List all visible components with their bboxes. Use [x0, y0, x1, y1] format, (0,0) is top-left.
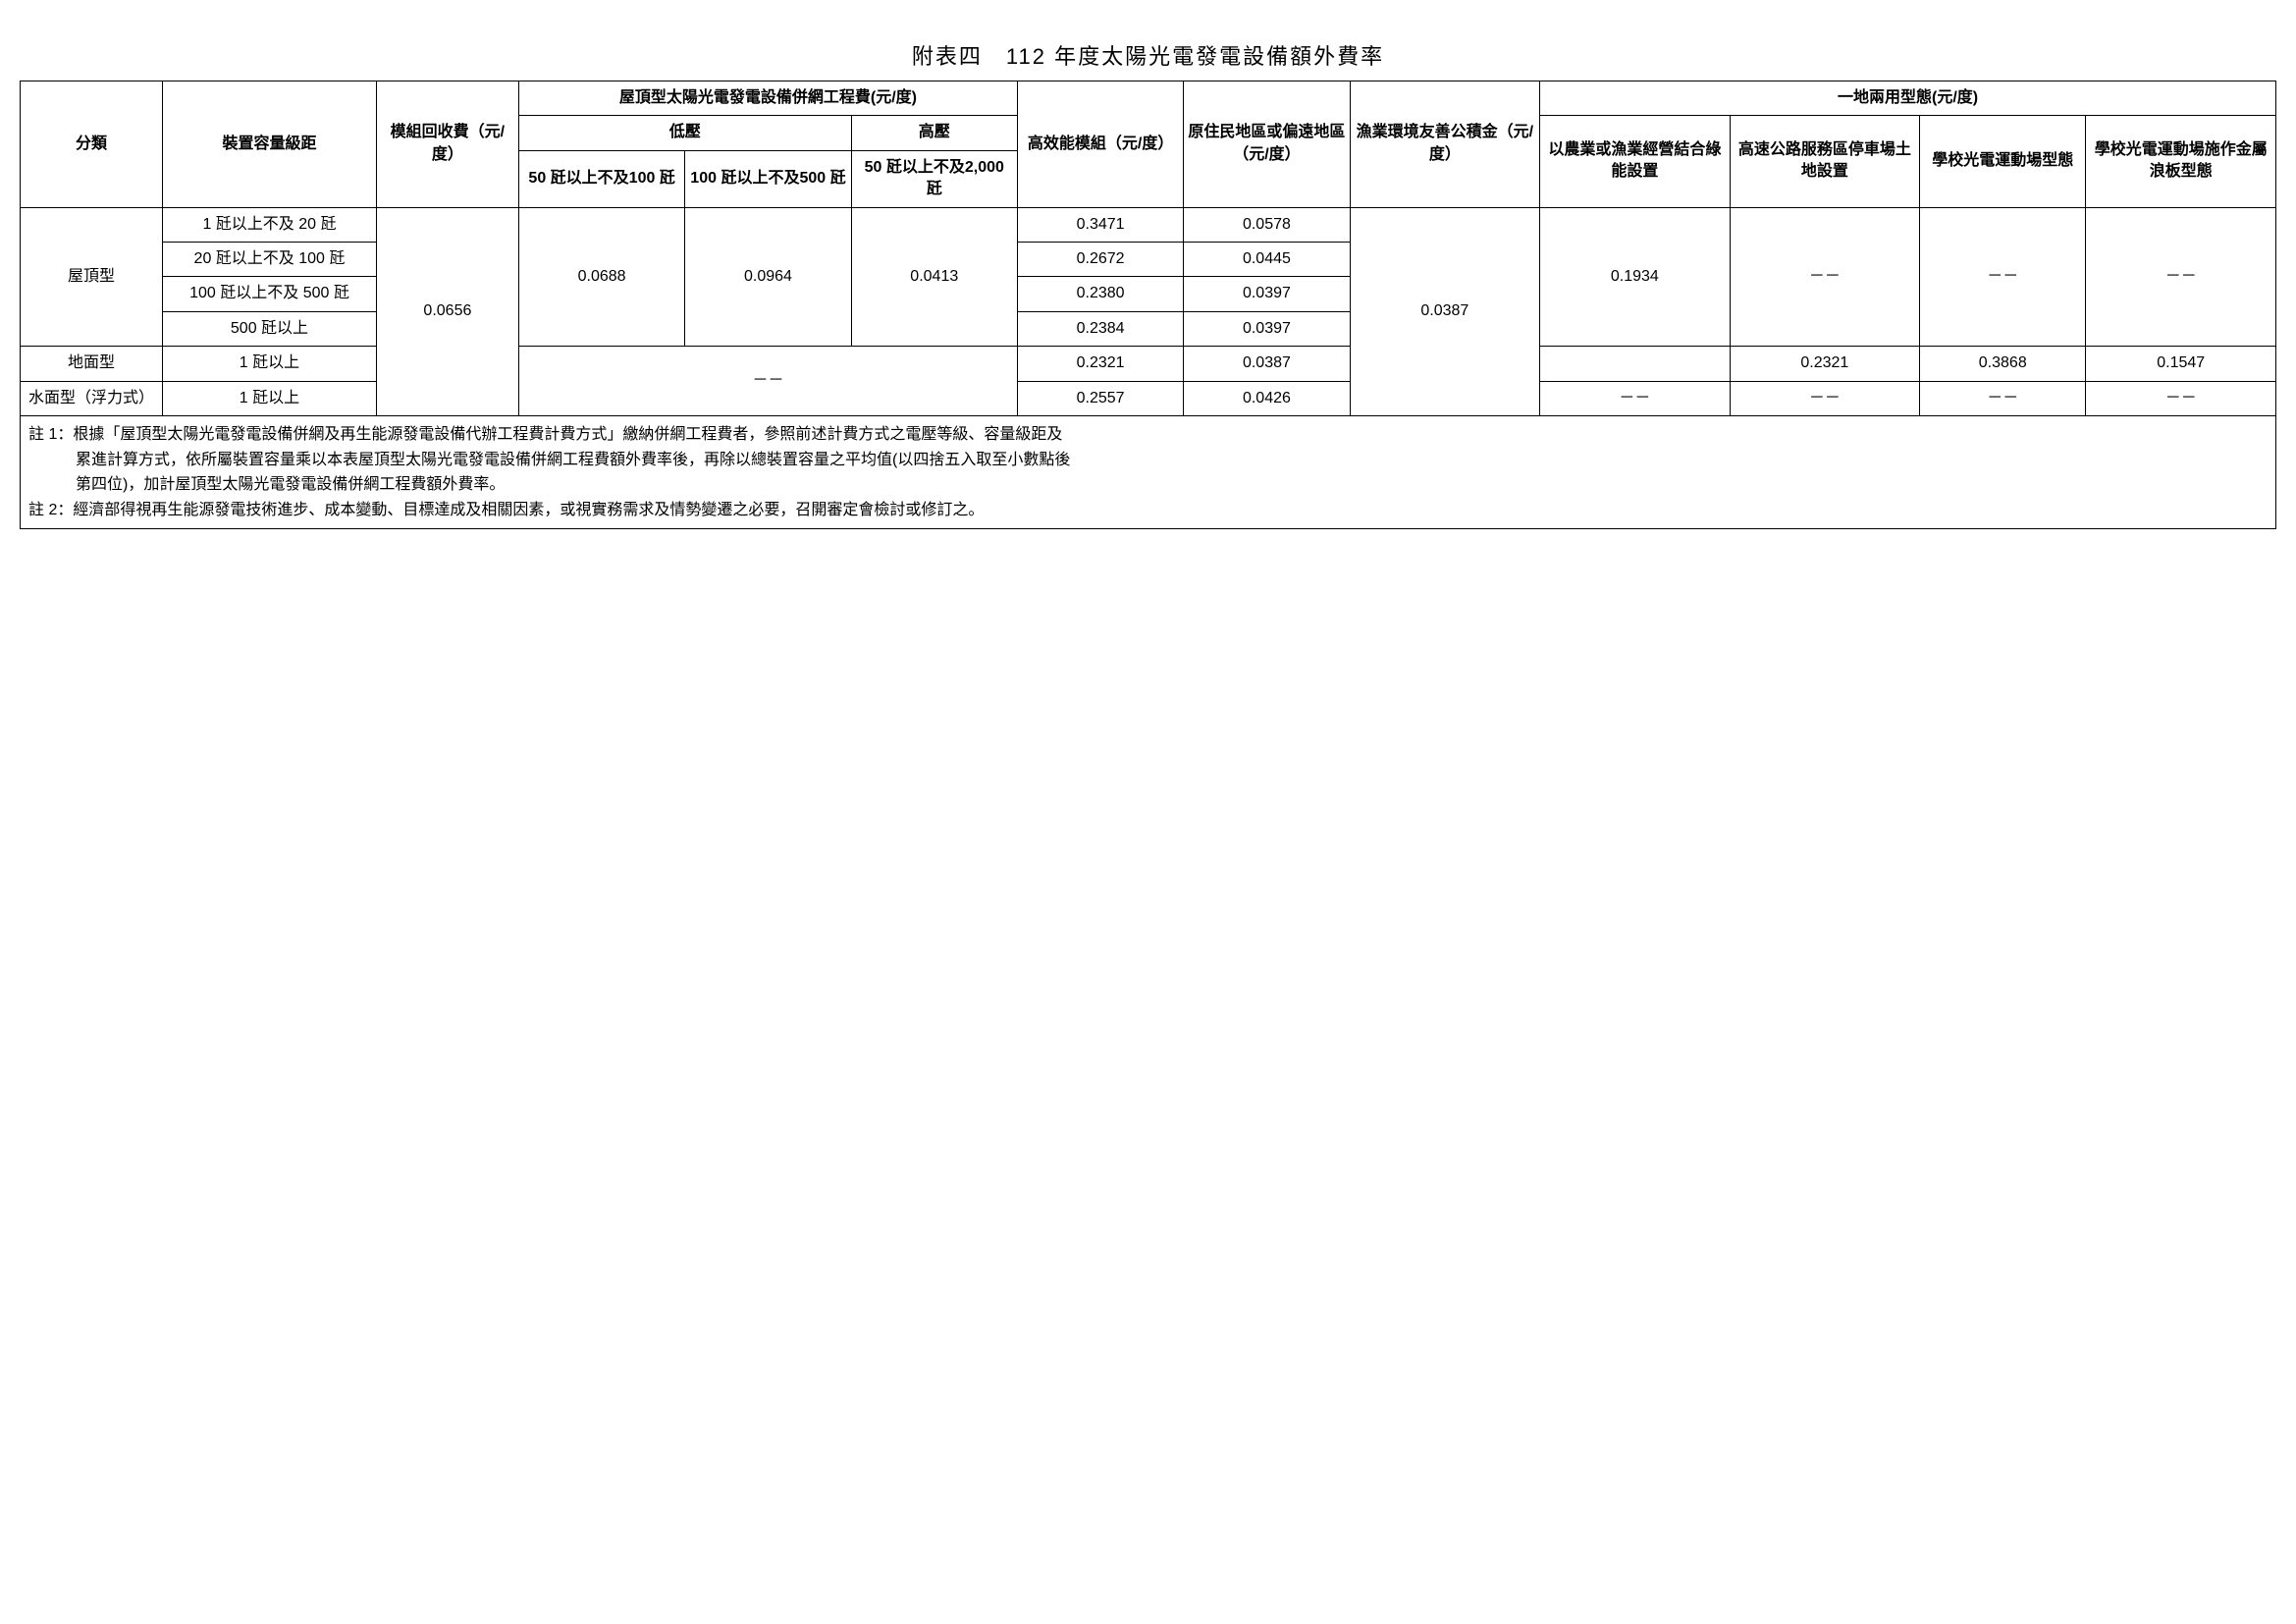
th-lv-sub1: 50 瓩以上不及100 瓩 [518, 150, 684, 207]
cell-hv1: 0.0413 [851, 207, 1017, 347]
th-high-voltage: 高壓 [851, 116, 1017, 150]
th-dual-use-group: 一地兩用型態(元/度) [1540, 81, 2276, 116]
table-title: 附表四 112 年度太陽光電發電設備額外費率 [20, 39, 2276, 71]
th-capacity: 裝置容量級距 [163, 81, 377, 208]
cell-eff: 0.2321 [1017, 347, 1183, 381]
cell-dash: －－ [1920, 381, 2086, 415]
cell-dual3-g: 0.3868 [1920, 347, 2086, 381]
rate-table: 分類 裝置容量級距 模組回收費（元/度） 屋頂型太陽光電發電設備併網工程費(元/… [20, 81, 2276, 416]
th-category: 分類 [21, 81, 163, 208]
table-row: 水面型（浮力式） 1 瓩以上 0.2557 0.0426 －－ －－ －－ －－ [21, 381, 2276, 415]
cell-cap: 1 瓩以上不及 20 瓩 [163, 207, 377, 242]
cell-rooftop-label: 屋頂型 [21, 207, 163, 347]
cell-ind: 0.0387 [1184, 347, 1350, 381]
cell-dash: －－ [2086, 207, 2276, 347]
cell-dual4-g: 0.1547 [2086, 347, 2276, 381]
th-dual3: 學校光電運動場型態 [1920, 116, 2086, 207]
cell-ind: 0.0445 [1184, 242, 1350, 276]
table-row: 地面型 1 瓩以上 －－ 0.2321 0.0387 0.2321 0.3868… [21, 347, 2276, 381]
table-row: 屋頂型 1 瓩以上不及 20 瓩 0.0656 0.0688 0.0964 0.… [21, 207, 2276, 242]
cell-ind: 0.0397 [1184, 311, 1350, 346]
note-1a: 註 1：根據「屋頂型太陽光電發電設備併網及再生能源發電設備代辦工程費計費方式」繳… [28, 422, 2268, 448]
th-dual4: 學校光電運動場施作金屬浪板型態 [2086, 116, 2276, 207]
cell-cap: 1 瓩以上 [163, 381, 377, 415]
table-notes: 註 1：根據「屋頂型太陽光電發電設備併網及再生能源發電設備代辦工程費計費方式」繳… [20, 416, 2276, 529]
cell-lv2: 0.0964 [685, 207, 851, 347]
note-2: 註 2：經濟部得視再生能源發電技術進步、成本變動、目標達成及相關因素，或視實務需… [28, 498, 2268, 523]
cell-dash: －－ [1540, 381, 1731, 415]
cell-dash: －－ [1730, 381, 1920, 415]
cell-ind: 0.0578 [1184, 207, 1350, 242]
cell-empty [1540, 347, 1731, 381]
cell-dash: －－ [518, 347, 1017, 416]
cell-cap: 100 瓩以上不及 500 瓩 [163, 277, 377, 311]
cell-dash: －－ [2086, 381, 2276, 415]
cell-eff: 0.2557 [1017, 381, 1183, 415]
cell-dash: －－ [1920, 207, 2086, 347]
cell-cap: 1 瓩以上 [163, 347, 377, 381]
th-indigenous: 原住民地區或偏遠地區（元/度） [1184, 81, 1350, 208]
cell-ind: 0.0397 [1184, 277, 1350, 311]
cell-eff: 0.2672 [1017, 242, 1183, 276]
cell-module-recycle: 0.0656 [376, 207, 518, 415]
th-low-voltage: 低壓 [518, 116, 851, 150]
cell-water-label: 水面型（浮力式） [21, 381, 163, 415]
th-module-recycle: 模組回收費（元/度） [376, 81, 518, 208]
cell-dash: －－ [1730, 207, 1920, 347]
cell-eff: 0.2384 [1017, 311, 1183, 346]
cell-eff: 0.3471 [1017, 207, 1183, 242]
note-1b: 累進計算方式，依所屬裝置容量乘以本表屋頂型太陽光電發電設備併網工程費額外費率後，… [28, 448, 2268, 473]
th-high-eff: 高效能模組（元/度） [1017, 81, 1183, 208]
cell-ind: 0.0426 [1184, 381, 1350, 415]
th-fishery-env: 漁業環境友善公積金（元/度） [1350, 81, 1540, 208]
cell-dual1-roof: 0.1934 [1540, 207, 1731, 347]
th-dual2: 高速公路服務區停車場土地設置 [1730, 116, 1920, 207]
cell-cap: 500 瓩以上 [163, 311, 377, 346]
th-grid-fee-group: 屋頂型太陽光電發電設備併網工程費(元/度) [518, 81, 1017, 116]
cell-lv1: 0.0688 [518, 207, 684, 347]
cell-cap: 20 瓩以上不及 100 瓩 [163, 242, 377, 276]
th-dual1: 以農業或漁業經營結合綠能設置 [1540, 116, 1731, 207]
cell-eff: 0.2380 [1017, 277, 1183, 311]
note-1c: 第四位)，加計屋頂型太陽光電發電設備併網工程費額外費率。 [28, 472, 2268, 498]
th-hv-sub1: 50 瓩以上不及2,000 瓩 [851, 150, 1017, 207]
cell-ground-label: 地面型 [21, 347, 163, 381]
th-lv-sub2: 100 瓩以上不及500 瓩 [685, 150, 851, 207]
cell-dual2-g: 0.2321 [1730, 347, 1920, 381]
cell-fishery: 0.0387 [1350, 207, 1540, 415]
